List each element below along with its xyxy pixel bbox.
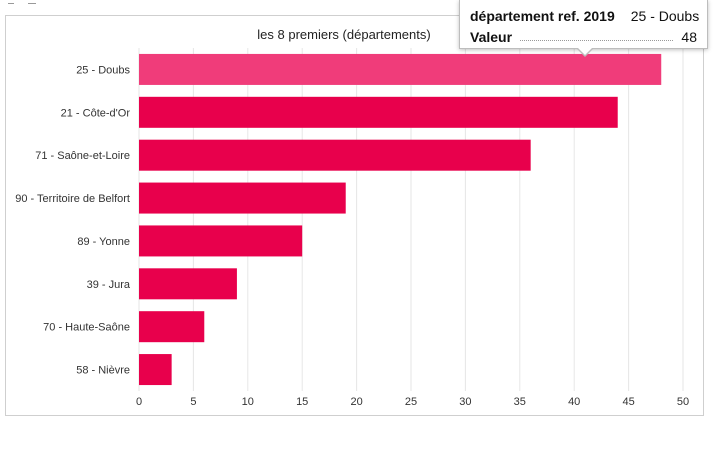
bar[interactable] bbox=[139, 311, 205, 343]
chart-title: les 8 premiers (départements) bbox=[257, 27, 430, 42]
category-label: 58 - Nièvre bbox=[76, 365, 130, 377]
chart-panel: les 8 premiers (départements) 25 - Doubs… bbox=[5, 15, 704, 416]
category-label: 39 - Jura bbox=[87, 279, 131, 291]
x-tick-label: 20 bbox=[350, 396, 362, 408]
fragment-mark bbox=[28, 0, 36, 4]
tooltip-value-department: 25 - Doubs bbox=[630, 8, 700, 24]
x-tick-label: 40 bbox=[568, 396, 580, 408]
bar[interactable] bbox=[139, 96, 618, 128]
x-tick-labels: 0 5 10 15 20 25 30 35 40 45 50 bbox=[136, 396, 689, 408]
category-label: 21 - Côte-d'Or bbox=[61, 107, 131, 119]
x-tick-label: 50 bbox=[677, 396, 689, 408]
bar[interactable] bbox=[139, 182, 346, 214]
category-label: 90 - Territoire de Belfort bbox=[15, 193, 130, 205]
bars bbox=[139, 53, 662, 386]
top-fragment bbox=[0, 0, 80, 6]
x-tick-label: 35 bbox=[514, 396, 526, 408]
bar-chart: les 8 premiers (départements) 25 - Doubs… bbox=[15, 27, 689, 408]
bar[interactable] bbox=[139, 53, 662, 85]
category-labels: 25 - Doubs 21 - Côte-d'Or 71 - Saône-et-Lo… bbox=[15, 64, 131, 376]
bar[interactable] bbox=[139, 268, 237, 300]
category-label: 25 - Doubs bbox=[76, 64, 130, 76]
tooltip-label-value: Valeur bbox=[470, 29, 513, 45]
tooltip-value-value: 48 bbox=[681, 29, 697, 45]
x-tick-label: 45 bbox=[622, 396, 634, 408]
x-tick-label: 25 bbox=[405, 396, 417, 408]
bar[interactable] bbox=[139, 354, 172, 386]
tooltip-row-department: département ref. 2019 25 - Doubs bbox=[470, 7, 700, 25]
tooltip-row-value: Valeur 48 bbox=[470, 28, 697, 46]
category-label: 89 - Yonne bbox=[77, 236, 130, 248]
tooltip-caret bbox=[576, 47, 594, 57]
fragment-mark bbox=[8, 0, 14, 4]
x-tick-label: 15 bbox=[296, 396, 308, 408]
category-label: 71 - Saône-et-Loire bbox=[35, 150, 130, 162]
x-tick-label: 10 bbox=[242, 396, 254, 408]
x-tick-label: 0 bbox=[136, 396, 142, 408]
tooltip-leader-dots bbox=[520, 39, 674, 41]
x-tick-label: 30 bbox=[459, 396, 471, 408]
category-label: 70 - Haute-Saône bbox=[43, 322, 130, 334]
tooltip-label-department: département ref. 2019 bbox=[470, 8, 615, 24]
bar[interactable] bbox=[139, 139, 531, 171]
bar[interactable] bbox=[139, 225, 303, 257]
tooltip: département ref. 2019 25 - Doubs Valeur … bbox=[459, 0, 708, 57]
x-tick-label: 5 bbox=[190, 396, 196, 408]
